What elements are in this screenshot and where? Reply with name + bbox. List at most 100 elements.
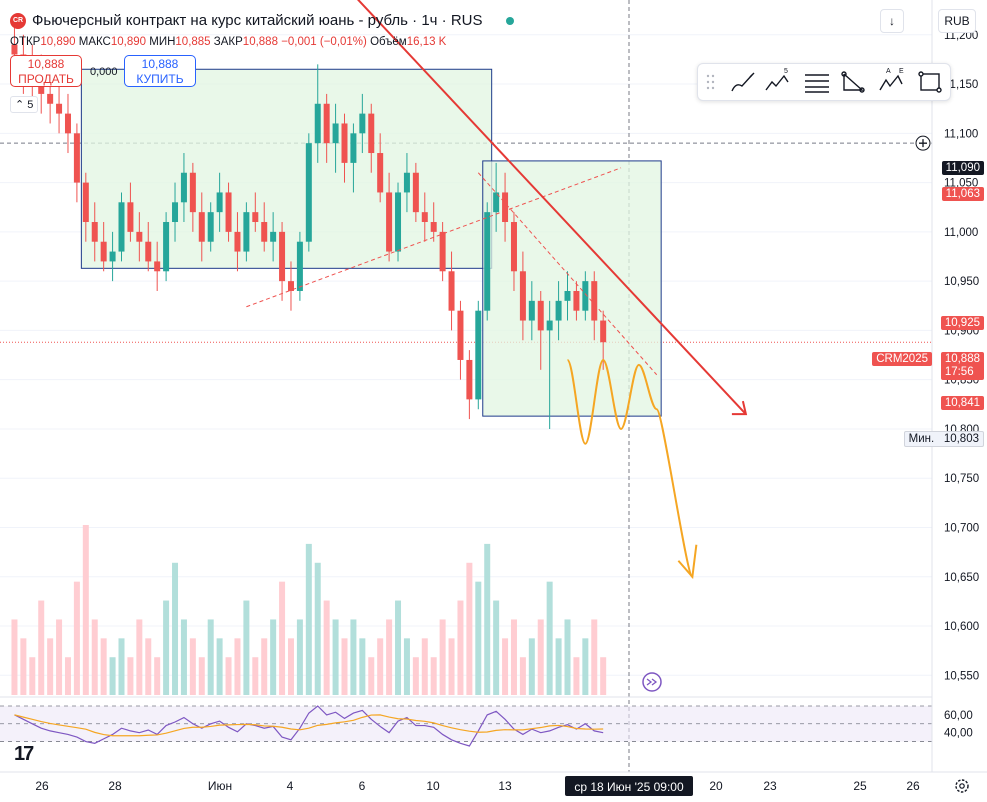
volume-bar — [368, 657, 375, 695]
fib-lines-icon[interactable] — [805, 74, 829, 93]
candle — [403, 153, 410, 213]
price-axis: 11,20011,15011,10011,05011,00010,95010,9… — [915, 0, 979, 772]
candle — [252, 192, 259, 232]
candle — [279, 222, 286, 301]
price-tick-label: 11,050 — [944, 178, 978, 190]
price-tick-label: 10,750 — [944, 473, 979, 485]
volume-bar — [546, 581, 553, 695]
volume-bar — [350, 619, 357, 695]
volume-bar — [600, 657, 607, 695]
jump-to-realtime-icon — [642, 672, 662, 692]
rsi-tick-label: 40,00 — [944, 728, 973, 740]
symbol-title: Фьючерсный контракт на курс китайский юа… — [32, 12, 483, 29]
volume-bar — [439, 619, 446, 695]
spread-value: 0,000 — [90, 66, 118, 78]
forecast-arrowhead — [677, 544, 698, 580]
price-tick-label: 10,700 — [944, 522, 979, 534]
tradingview-logo-icon[interactable]: 17 — [14, 743, 34, 765]
volume-value: 16,13 K — [406, 36, 447, 48]
sell-button[interactable]: 10,888 ПРОДАТЬ — [10, 55, 82, 87]
min-price-label: Мин. 10,803 — [903, 431, 984, 447]
crosshair-time-box — [565, 776, 693, 796]
dashed-trendline — [477, 172, 658, 376]
candle — [163, 212, 170, 282]
candle — [395, 182, 402, 262]
elliott-wave-icon[interactable]: 5 — [765, 68, 789, 91]
volume-bar — [582, 638, 589, 695]
volume-bar — [38, 600, 45, 695]
crosshair-price-label: 11,090 — [941, 161, 984, 175]
volume-bar — [573, 657, 580, 695]
buy-price: 10,888 — [141, 57, 179, 71]
triangle-icon[interactable] — [841, 71, 865, 93]
open-value: 10,890 — [40, 36, 76, 48]
candle — [91, 202, 98, 262]
price-label-841: 10,841 — [940, 396, 984, 410]
volume-bar — [243, 600, 250, 695]
candle — [350, 123, 357, 193]
volume-bar — [207, 619, 214, 695]
volume-bar — [189, 638, 196, 695]
sell-label: ПРОДАТЬ — [18, 72, 74, 86]
low-value: 10,885 — [175, 36, 211, 48]
volume-bar — [591, 619, 598, 695]
volume-bar — [225, 657, 232, 695]
current-price: 10,888 — [944, 353, 980, 365]
abcde-pattern-icon[interactable]: A E — [879, 68, 904, 91]
candle — [243, 202, 250, 262]
candle — [448, 251, 455, 331]
drag-handle-icon[interactable] — [706, 74, 715, 90]
down-arrow-icon[interactable]: ↓ — [880, 9, 904, 33]
settings-gear-icon[interactable] — [955, 779, 969, 793]
volume-bar — [341, 638, 348, 695]
currency-button[interactable]: RUB — [938, 9, 976, 33]
brush-icon[interactable] — [731, 72, 755, 92]
volume-bar — [510, 619, 517, 695]
rsi-ma-line — [14, 714, 604, 737]
rectangle-icon[interactable] — [918, 71, 942, 93]
time-tick-label: 6 — [359, 779, 366, 793]
volume-bar — [305, 543, 312, 695]
volume-bar — [234, 638, 241, 695]
price-tick-label: 11,150 — [944, 79, 978, 91]
volume-bar — [287, 638, 294, 695]
time-tick-label: 28 — [108, 779, 122, 793]
volume-bar — [109, 657, 116, 695]
candle — [430, 202, 437, 242]
high-price-label: 11,063 — [941, 187, 984, 201]
volume-bar — [82, 525, 89, 695]
volume-bar — [56, 619, 63, 695]
buy-label: КУПИТЬ — [136, 72, 184, 86]
volume-bar — [154, 657, 161, 695]
svg-text:5: 5 — [784, 68, 788, 75]
volume-bar — [136, 619, 143, 695]
candle — [359, 93, 366, 154]
candle — [287, 261, 294, 311]
min-label: Мин. — [908, 433, 935, 445]
time-tick-label: 25 — [853, 779, 867, 793]
volume-bar — [564, 619, 571, 695]
candle — [502, 172, 509, 242]
candle — [154, 241, 161, 291]
volume-bar — [29, 657, 36, 695]
volume-bar — [493, 600, 500, 695]
crosshair-time-label: ср 18 Июн '25 09:00 — [574, 780, 684, 794]
candle — [519, 251, 526, 341]
candle — [270, 212, 277, 262]
buy-button[interactable]: 10,888 КУПИТЬ — [124, 55, 196, 87]
min-value: 10,803 — [943, 433, 979, 445]
volume-bar — [252, 657, 259, 695]
volume-bar — [457, 600, 464, 695]
volume-bar — [475, 581, 482, 695]
time-tick-label: 13 — [498, 779, 512, 793]
candle — [564, 271, 571, 321]
candle — [100, 222, 107, 272]
collapse-indicators-button[interactable]: ⌃ 5 — [10, 96, 39, 113]
add-alert-icon — [915, 135, 931, 151]
volume-bar — [430, 657, 437, 695]
candle — [172, 182, 179, 242]
symbol-header[interactable]: CR Фьючерсный контракт на курс китайский… — [10, 12, 515, 29]
price-tick-label: 10,950 — [944, 276, 979, 288]
volume-bar — [502, 638, 509, 695]
